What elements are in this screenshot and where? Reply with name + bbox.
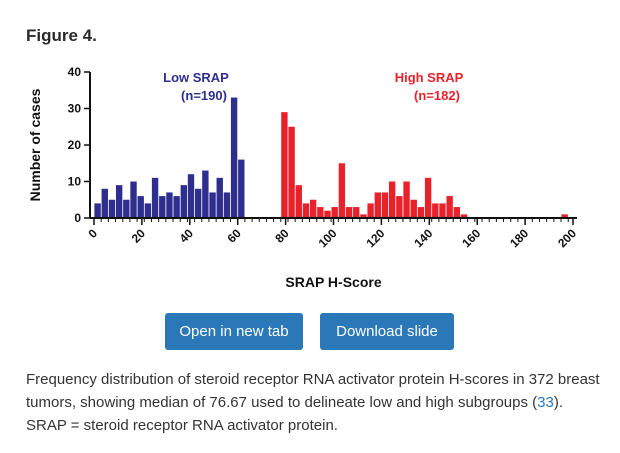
group-label: High SRAP xyxy=(395,70,464,85)
histogram-bar xyxy=(180,185,188,218)
histogram-bar xyxy=(446,196,453,218)
histogram-bar xyxy=(101,188,108,218)
figure-chart: 0 20 40 60 80 100 120 140 160 180 200 0 10 20 30 40 SRA… xyxy=(20,58,600,298)
histogram-bar xyxy=(331,207,338,218)
histogram-bar xyxy=(439,203,446,218)
histogram-bar xyxy=(453,207,461,218)
histogram-bar xyxy=(115,185,123,218)
histogram-bar xyxy=(223,192,231,218)
histogram-bar xyxy=(159,196,166,218)
histogram-bar xyxy=(209,192,216,218)
reference-link[interactable]: 33 xyxy=(537,394,554,411)
histogram-bar xyxy=(410,199,417,218)
histogram-bar xyxy=(173,196,180,218)
histogram-bar xyxy=(295,185,302,218)
caption-text: Frequency distribution of steroid recept… xyxy=(26,371,600,411)
x-tick-label: 180 xyxy=(507,226,531,250)
histogram-bar xyxy=(561,214,568,218)
open-in-new-tab-button[interactable]: Open in new tab xyxy=(165,313,303,350)
x-tick-label: 100 xyxy=(316,226,340,250)
x-tick-label: 200 xyxy=(555,226,579,250)
histogram-bar xyxy=(151,177,159,218)
histogram-bar xyxy=(396,196,403,218)
group-count-label: (n=182) xyxy=(414,88,460,103)
y-tick-label: 40 xyxy=(68,65,82,79)
histogram-bar xyxy=(367,203,374,218)
y-tick-label: 0 xyxy=(74,211,81,225)
histogram-bar xyxy=(324,210,331,218)
histogram-bar xyxy=(144,203,152,218)
y-axis-title: Number of cases xyxy=(27,88,43,201)
group-count-label: (n=190) xyxy=(181,88,227,103)
histogram-bar xyxy=(432,203,439,218)
histogram-bar xyxy=(187,174,195,218)
histogram-bar xyxy=(381,192,389,218)
x-tick-label: 120 xyxy=(363,226,387,250)
caption-text-end: ). SRAP = steroid receptor RNA activator… xyxy=(26,394,564,434)
histogram-bar xyxy=(288,126,295,218)
histogram-bar xyxy=(230,97,238,218)
x-tick-label: 20 xyxy=(129,226,149,246)
x-tick-label: 0 xyxy=(85,226,100,241)
x-tick-label: 60 xyxy=(224,226,244,246)
histogram-bar xyxy=(302,203,310,218)
histogram-bar xyxy=(108,199,116,218)
histogram-bar xyxy=(460,214,468,218)
histogram-bar xyxy=(403,181,410,218)
histogram-bar xyxy=(353,207,360,218)
figure-title: Figure 4. xyxy=(26,26,97,45)
histogram-bar xyxy=(137,196,144,218)
histogram-bar xyxy=(94,203,101,218)
histogram-bar xyxy=(360,214,367,218)
histogram-bar xyxy=(202,170,209,218)
histogram-bar xyxy=(216,177,223,218)
x-axis-title: SRAP H-Score xyxy=(285,274,381,290)
histogram-bar xyxy=(388,181,396,218)
x-tick-label: 80 xyxy=(272,226,292,246)
x-tick-label: 140 xyxy=(411,226,435,250)
y-tick-label: 30 xyxy=(68,102,82,116)
histogram-bar xyxy=(345,207,353,218)
x-tick-label: 40 xyxy=(177,226,197,246)
histogram-bar xyxy=(130,181,137,218)
histogram-bar xyxy=(166,192,173,218)
srap-histogram: 0 20 40 60 80 100 120 140 160 180 200 0 10 20 30 40 SRA… xyxy=(27,65,579,290)
y-tick-label: 10 xyxy=(68,175,82,189)
histogram-bar xyxy=(309,199,317,218)
figure-caption: Frequency distribution of steroid recept… xyxy=(26,368,601,437)
histogram-bar xyxy=(417,207,425,218)
histogram-bar xyxy=(338,163,346,218)
group-label: Low SRAP xyxy=(163,70,229,85)
histogram-bar xyxy=(194,188,202,218)
histogram-bar xyxy=(123,199,130,218)
histogram-bar xyxy=(424,177,432,218)
download-slide-button[interactable]: Download slide xyxy=(320,313,454,350)
y-tick-label: 20 xyxy=(68,138,82,152)
histogram-bar xyxy=(281,112,288,218)
histogram-bar xyxy=(238,159,245,218)
histogram-bar xyxy=(317,207,324,218)
x-tick-label: 160 xyxy=(459,226,483,250)
histogram-bar xyxy=(374,192,381,218)
